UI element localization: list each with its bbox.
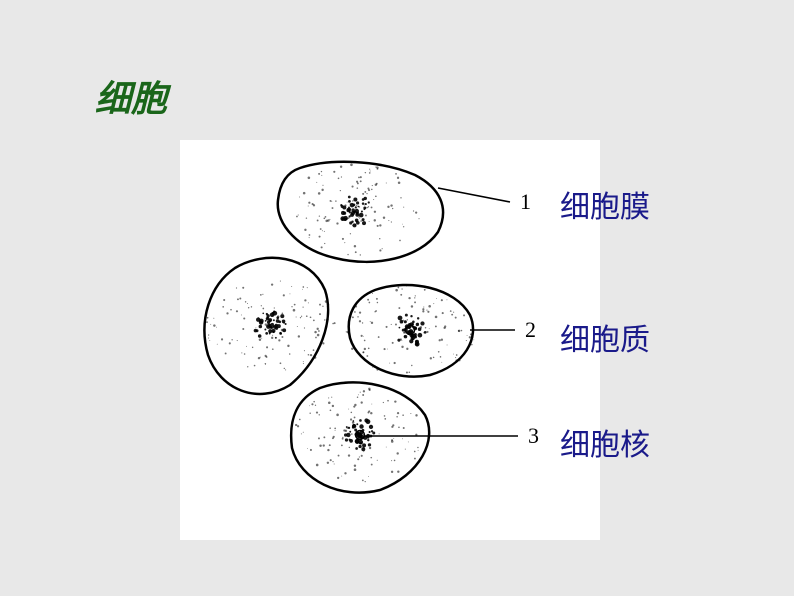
cell-diagram: 1 2 3 xyxy=(180,140,600,540)
label-cytoplasm: 细胞质 xyxy=(560,315,650,359)
label-membrane: 细胞膜 xyxy=(560,182,650,226)
svg-text:1: 1 xyxy=(520,189,531,214)
label-nucleus: 细胞核 xyxy=(560,420,650,464)
svg-text:2: 2 xyxy=(525,317,536,342)
svg-text:3: 3 xyxy=(528,423,539,448)
page-title: 细胞 xyxy=(95,70,167,122)
